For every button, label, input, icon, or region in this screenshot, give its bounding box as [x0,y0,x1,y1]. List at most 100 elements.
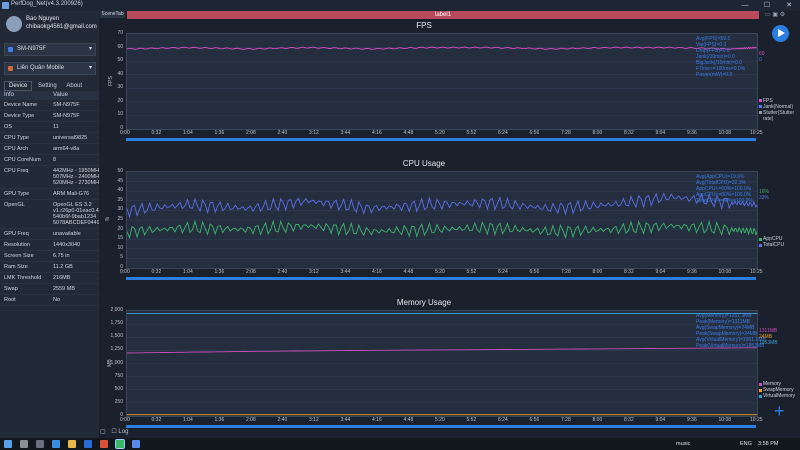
fps-x-tick: 1:36 [214,130,225,136]
log-toggle-icon[interactable]: ▢ [100,429,106,435]
info-header-key: Info [4,92,15,98]
tab-setting[interactable]: Setting [38,83,57,89]
device-select-value: SM-N975F [17,46,47,52]
info-key: Device Type [4,113,35,119]
mem-x-tick: 3:12 [309,417,319,423]
mem-x-tick: 4:16 [372,417,382,423]
cpu-x-tick: 0:32 [151,269,162,275]
main-area: SceneTab label1 ▭ ▣ ⚙ + FPS FPS 70 60 50 40 30… [99,11,800,438]
language-indicator[interactable]: ENG [740,441,752,447]
cpu-x-tick: 3:12 [309,269,319,275]
cpu-y-tick: 35 [117,196,123,203]
info-row: OpenGL OpenGL ES 3.2 v1.r26p0-01eac0.4 54… [0,200,100,229]
legend-label: AppCPU [763,236,783,243]
fps-time-scrollbar[interactable] [126,138,756,141]
info-key: OpenGL [4,202,25,208]
task-view-icon[interactable] [36,440,44,448]
info-row: Ram Size 11.2 GB [0,262,99,273]
cpu-time-scrollbar[interactable] [126,277,756,280]
info-row: CPU Type universal9825 [0,133,99,144]
app-select[interactable]: Liên Quân Mobile ▾ [4,62,96,75]
settings-icon[interactable]: ⚙ [779,12,786,18]
fps-x-tick: 9:04 [655,130,666,136]
info-value: arm64-v8a [53,146,80,152]
fps-x-tick: 0:00 [120,130,130,136]
mem-x-tick: 3:44 [340,417,351,423]
mem-y-tick: 1,250 [110,346,123,353]
fps-x-tick: 6:24 [498,130,508,136]
tab-device[interactable]: Device [4,81,33,91]
fps-legend-item[interactable]: FPS [759,98,800,104]
cpu-legend: AppCPU TotalCPU [759,236,784,248]
fps-x-tick: 3:12 [309,130,319,136]
avatar[interactable] [6,16,22,32]
cpu-x-tick: 8:00 [592,269,603,275]
mem-x-tick: 9:36 [687,417,697,423]
windows-taskbar: music ENG 3:58 PM [0,438,800,450]
maximize-button[interactable]: ☐ [763,2,771,9]
fps-x-tick: 2:08 [246,130,256,136]
minimize-button[interactable]: — [741,2,749,9]
cpu-x-tick: 2:40 [277,269,288,275]
search-icon[interactable] [20,440,28,448]
save-icon[interactable]: ▣ [772,12,779,18]
fps-y-tick: 0 [120,125,123,131]
legend-label: VirtualMemory [763,393,796,400]
edge-icon[interactable] [52,440,60,448]
mem-legend-item[interactable]: VirtualMemory [759,393,795,399]
cpu-y-tick: 15 [117,235,123,242]
cpu-x-tick: 1:36 [214,269,225,275]
cpu-legend-item[interactable]: AppCPU [759,236,784,242]
mem-x-tick: 7:28 [561,417,571,423]
cpu-x-tick: 1:04 [183,269,193,275]
folder-icon[interactable]: ▭ [765,12,771,18]
music-tray[interactable]: music [676,441,691,447]
mem-chart-svg [127,313,757,416]
mem-legend-item[interactable]: SwapMemory [759,387,795,393]
fps-chart-title: FPS [416,21,432,30]
fps-x-tick: 10:25 [750,130,763,136]
fps-x-tick: 10:08 [718,130,732,136]
cpu-x-tick: 10:08 [718,269,732,275]
mem-legend: Memory SwapMemory VirtualMemory [759,381,795,399]
close-button[interactable]: ✕ [786,2,792,9]
cpu-x-tick: 4:48 [403,269,414,275]
mem-time-scrollbar[interactable] [126,425,756,428]
legend-label: Jank(Normal) [763,103,794,110]
legend-label: Memory [763,381,782,388]
log-checkbox[interactable]: ☐ [111,429,117,435]
device-select[interactable]: SM-N975F ▾ [4,43,96,56]
mem-y-tick: 750 [114,372,123,379]
mem-legend-item[interactable]: Memory [759,381,795,387]
play-button[interactable] [772,25,789,42]
scene-tab[interactable]: SceneTab [100,11,125,18]
info-key: Device Name [4,102,38,108]
info-value: 11.2 GB [53,264,73,270]
cpu-legend-item[interactable]: TotalCPU [759,242,784,248]
fps-x-tick: 8:00 [592,130,603,136]
fps-x-tick: 1:04 [183,130,193,136]
app-icon-blue[interactable] [132,440,140,448]
cpu-current-values: 16% 33% [759,189,769,201]
info-table: Device Name SM-N975F Device Type SM-N975F OS… [0,100,102,306]
chrome-icon[interactable] [100,440,108,448]
start-icon[interactable] [4,440,12,448]
info-key: Screen Size [4,253,34,259]
mem-y-tick: 1,750 [110,320,123,327]
mem-x-tick: 8:00 [592,417,603,423]
word-icon[interactable] [84,440,92,448]
clock[interactable]: 3:58 PM [758,441,779,447]
fps-legend-item[interactable]: Stutter(Stutter rate) [759,110,800,122]
info-key: Resolution [4,242,30,248]
tab-about[interactable]: About [66,83,83,89]
mem-x-tick: 4:48 [403,417,414,423]
explorer-icon[interactable] [68,440,76,448]
legend-swatch [759,99,762,103]
perfdog-icon[interactable] [115,439,125,449]
mem-x-tick: 6:56 [529,417,540,423]
cpu-x-tick: 4:16 [372,269,382,275]
info-row: Screen Size 6.75 in [0,251,99,262]
add-chart-button[interactable]: + [774,401,785,421]
fps-legend-item[interactable]: Jank(Normal) [759,104,800,110]
cpu-stats-summary: Avg(AppCPU)=19.9% Avg(TotalCPU)=32.3% Ap… [696,174,753,204]
